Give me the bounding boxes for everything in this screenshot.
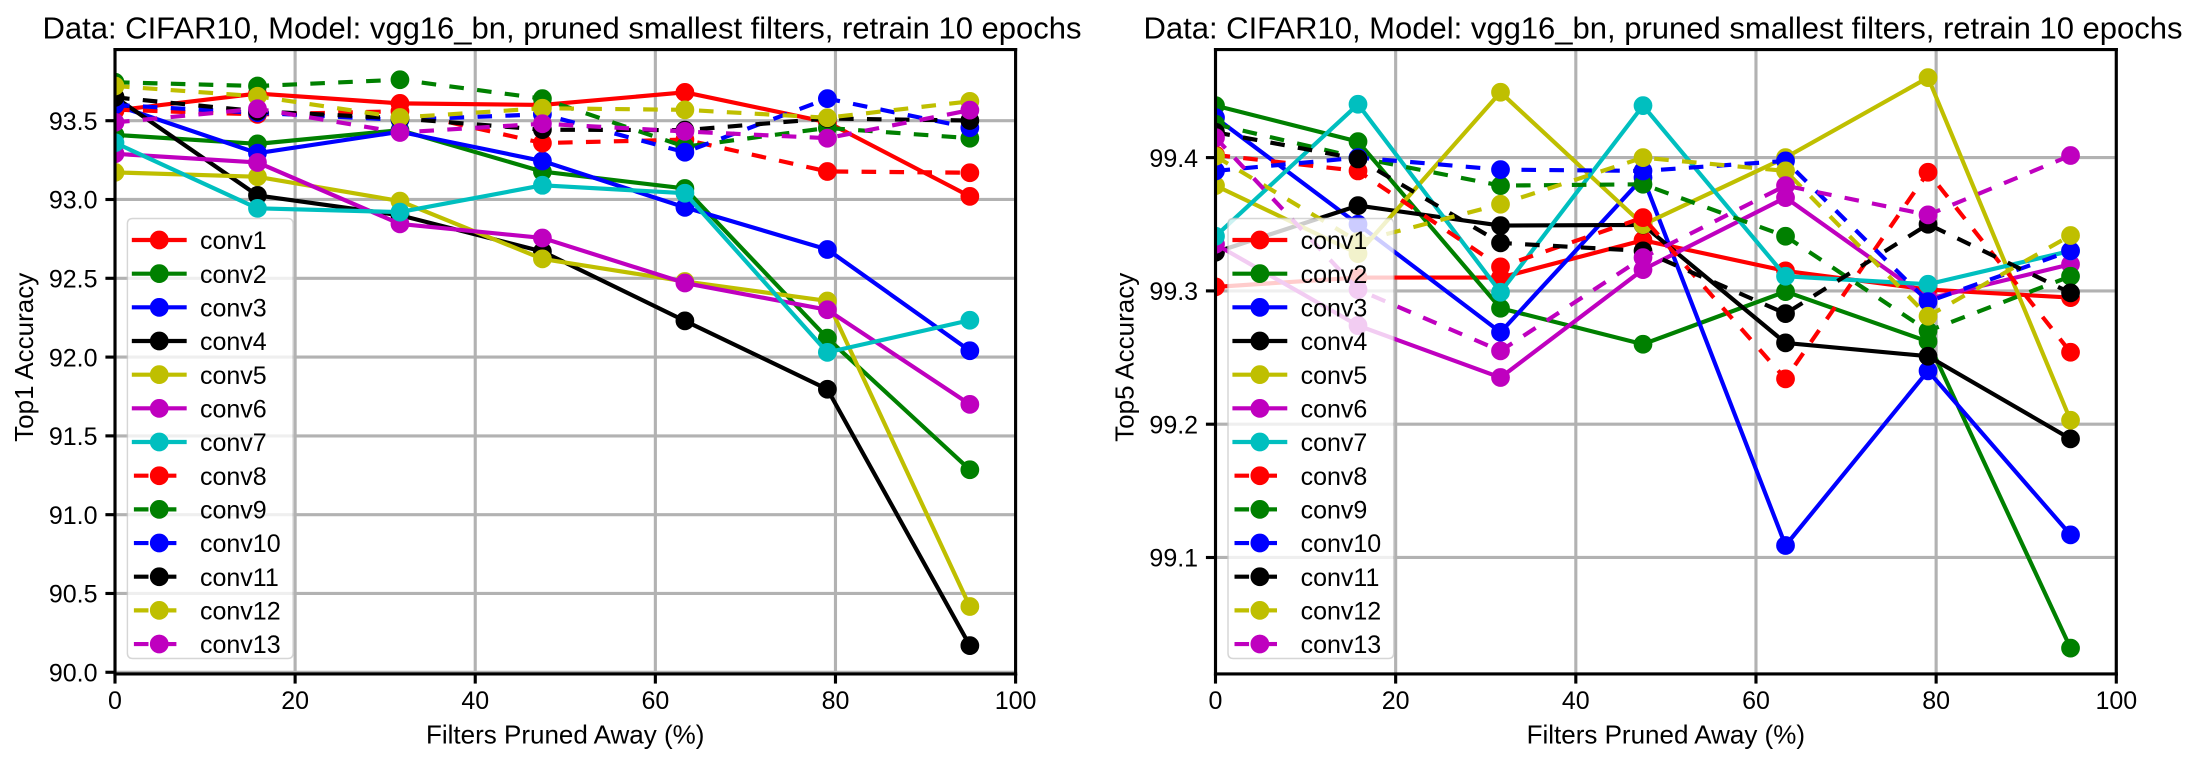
svg-text:90.5: 90.5	[49, 581, 98, 609]
svg-text:93.5: 93.5	[49, 108, 98, 136]
svg-text:conv10: conv10	[1301, 530, 1382, 558]
svg-text:conv9: conv9	[1301, 497, 1368, 525]
svg-text:99.1: 99.1	[1149, 545, 1198, 573]
svg-text:conv13: conv13	[200, 631, 281, 659]
svg-text:conv1: conv1	[1301, 227, 1368, 255]
svg-text:conv7: conv7	[200, 429, 267, 457]
svg-text:90.0: 90.0	[49, 660, 98, 688]
svg-text:Data: CIFAR10, Model: vgg16_bn: Data: CIFAR10, Model: vgg16_bn, pruned s…	[1143, 10, 2182, 45]
svg-text:conv13: conv13	[1301, 631, 1382, 659]
svg-text:91.5: 91.5	[49, 423, 98, 451]
svg-text:20: 20	[281, 687, 309, 715]
svg-text:Filters Pruned Away (%): Filters Pruned Away (%)	[1527, 720, 1805, 750]
svg-text:80: 80	[822, 687, 850, 715]
svg-text:40: 40	[461, 687, 489, 715]
svg-text:100: 100	[995, 687, 1037, 715]
svg-text:conv4: conv4	[200, 328, 267, 356]
svg-text:conv2: conv2	[1301, 261, 1368, 289]
svg-text:60: 60	[1742, 687, 1770, 715]
svg-text:92.5: 92.5	[49, 266, 98, 294]
svg-text:Top5 Accuracy: Top5 Accuracy	[1110, 273, 1140, 442]
svg-text:conv3: conv3	[200, 295, 267, 323]
svg-text:conv10: conv10	[200, 530, 281, 558]
svg-text:conv12: conv12	[1301, 598, 1382, 626]
svg-text:99.2: 99.2	[1149, 411, 1198, 439]
svg-text:conv8: conv8	[200, 463, 267, 491]
svg-text:conv12: conv12	[200, 598, 281, 626]
svg-text:conv6: conv6	[200, 396, 267, 424]
svg-text:conv6: conv6	[1301, 396, 1368, 424]
svg-text:conv11: conv11	[200, 564, 279, 592]
svg-text:conv9: conv9	[200, 497, 267, 525]
svg-text:99.4: 99.4	[1149, 145, 1198, 173]
svg-text:conv8: conv8	[1301, 463, 1368, 491]
svg-text:40: 40	[1562, 687, 1590, 715]
svg-text:Top1 Accuracy: Top1 Accuracy	[9, 273, 39, 442]
svg-text:Data: CIFAR10, Model: vgg16_bn: Data: CIFAR10, Model: vgg16_bn, pruned s…	[42, 10, 1081, 45]
svg-text:0: 0	[108, 687, 122, 715]
svg-text:conv2: conv2	[200, 261, 267, 289]
svg-text:80: 80	[1922, 687, 1950, 715]
svg-text:92.0: 92.0	[49, 344, 98, 372]
svg-text:conv5: conv5	[200, 362, 267, 390]
svg-text:conv4: conv4	[1301, 328, 1368, 356]
svg-text:conv5: conv5	[1301, 362, 1368, 390]
svg-text:conv1: conv1	[200, 227, 267, 255]
svg-text:0: 0	[1209, 687, 1223, 715]
svg-text:91.0: 91.0	[49, 502, 98, 530]
svg-text:93.0: 93.0	[49, 187, 98, 215]
svg-text:99.3: 99.3	[1149, 278, 1198, 306]
svg-text:conv3: conv3	[1301, 295, 1368, 323]
svg-text:60: 60	[641, 687, 669, 715]
svg-text:conv11: conv11	[1301, 564, 1380, 592]
svg-text:conv7: conv7	[1301, 429, 1368, 457]
svg-text:20: 20	[1382, 687, 1410, 715]
svg-text:100: 100	[2095, 687, 2137, 715]
svg-text:Filters Pruned Away (%): Filters Pruned Away (%)	[426, 720, 704, 750]
